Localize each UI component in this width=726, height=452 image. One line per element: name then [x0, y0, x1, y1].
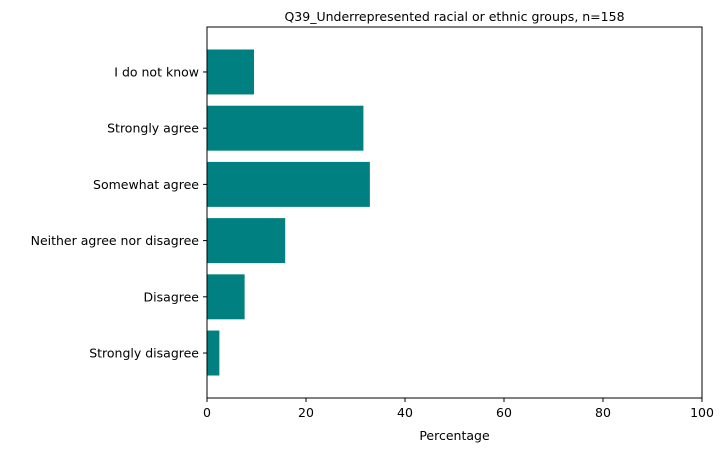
x-tick-label: 80	[595, 405, 611, 420]
x-tick-label: 100	[690, 405, 714, 420]
y-tick-label: Somewhat agree	[93, 177, 199, 192]
bar-somewhat-agree	[207, 161, 370, 207]
y-tick-label: Neither agree nor disagree	[31, 233, 200, 248]
x-tick-label: 20	[298, 405, 314, 420]
x-tick-label: 60	[496, 405, 512, 420]
bar-strongly-agree	[207, 105, 364, 151]
plot-frame	[206, 26, 703, 399]
y-tick-label: Disagree	[144, 289, 200, 304]
x-tick-label: 0	[203, 405, 211, 420]
bars-group	[207, 49, 370, 376]
bar-i-do-not-know	[207, 49, 255, 95]
chart-title: Q39_Underrepresented racial or ethnic gr…	[284, 9, 624, 24]
y-tick-label: Strongly agree	[107, 121, 199, 136]
x-axis: 0 20 40 60 80 100	[203, 398, 714, 420]
bar-strongly-disagree	[207, 330, 220, 376]
x-axis-label: Percentage	[419, 428, 490, 443]
y-tick-label: Strongly disagree	[89, 346, 199, 361]
bar-disagree	[207, 274, 245, 320]
y-tick-label: I do not know	[114, 64, 199, 79]
bar-neither-agree-nor-disagree	[207, 218, 286, 264]
y-axis: Strongly disagree Disagree Neither agree n…	[31, 64, 207, 361]
x-tick-label: 40	[397, 405, 413, 420]
